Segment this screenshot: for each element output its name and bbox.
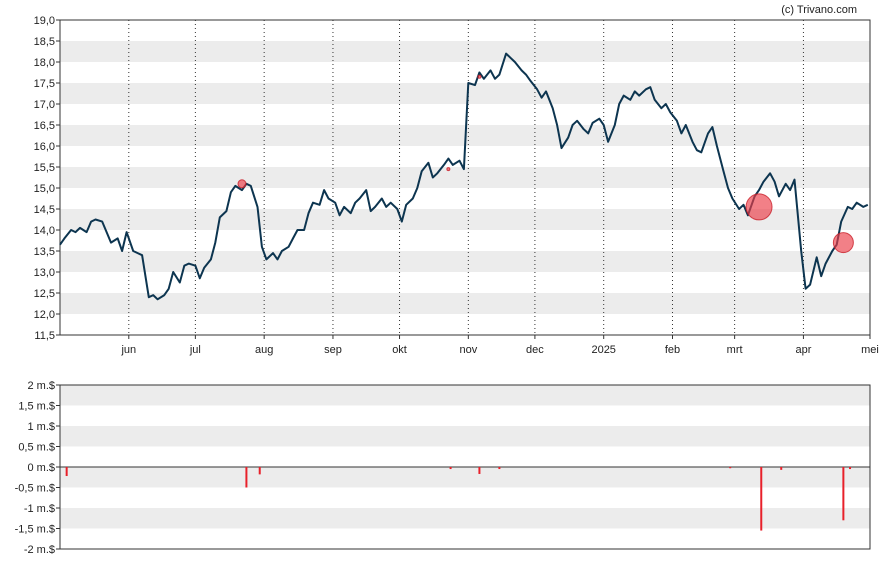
y-tick-label: 1,5 m.$ [18,401,55,413]
y-tick-label: 18,5 [34,36,55,48]
price-grid-bands [60,41,870,314]
flow-bars [65,467,852,531]
x-tick-label: feb [665,344,680,356]
y-tick-label: 16,5 [34,120,55,132]
y-tick-label: 11,5 [34,330,55,342]
y-tick-label: 12,5 [34,288,55,300]
y-tick-label: -1,5 m.$ [15,524,55,536]
x-tick-label: dec [526,344,544,356]
x-tick-label: jun [120,344,136,356]
y-tick-label: 0 m.$ [27,462,55,474]
x-tick-label: apr [795,344,811,356]
y-tick-label: 14,5 [34,204,55,216]
grid-band [60,41,870,62]
grid-band [60,508,870,529]
x-tick-label: aug [255,344,273,356]
credit-label: (c) Trivano.com [781,4,857,16]
y-tick-label: 15,0 [34,183,55,195]
x-tick-label: 2025 [591,344,615,356]
x-tick-label: mei [861,344,879,356]
x-tick-label: mrt [727,344,743,356]
plot-border [59,19,871,336]
month-x-axis: jun jul aug sep okt nov dec 2025 feb mrt apr mei [120,335,879,356]
event-marker [477,74,482,79]
grid-band [60,209,870,230]
price-series [59,52,869,301]
y-tick-label: 15,5 [34,162,55,174]
grid-band [60,83,870,104]
y-tick-label: 12,0 [34,309,55,321]
y-tick-label: 13,5 [34,246,55,258]
flow-y-axis: -2 m.$ -1,5 m.$ -1 m.$ -0,5 m.$ 0 m.$ 0,5 m.$… [15,380,60,556]
event-marker [832,232,854,254]
y-tick-label: -2 m.$ [24,544,55,556]
y-tick-label: 2 m.$ [27,380,55,392]
event-markers [237,74,854,254]
grid-band [60,426,870,447]
y-tick-label: 13,0 [34,267,55,279]
event-marker [446,167,451,172]
event-marker [745,193,773,221]
price-plot-frame [59,19,871,336]
y-tick-label: 18,0 [34,57,55,69]
grid-band [60,167,870,188]
price-line [59,52,869,301]
grid-band [60,251,870,272]
y-tick-label: 19,0 [34,15,55,27]
grid-band [60,385,870,406]
x-tick-label: jul [189,344,201,356]
x-tick-label: nov [459,344,477,356]
y-tick-label: 0,5 m.$ [18,442,55,454]
price-month-gridlines [128,20,804,335]
grid-band [60,293,870,314]
y-tick-label: 16,0 [34,141,55,153]
y-tick-label: -1 m.$ [24,503,55,515]
price-y-axis: 11,5 12,0 12,5 13,0 13,5 14,0 14,5 15,0 15,5 16,0… [34,15,60,342]
y-tick-label: 14,0 [34,225,55,237]
event-marker [237,179,247,189]
y-tick-label: 1 m.$ [27,421,55,433]
x-tick-label: okt [392,344,407,356]
y-tick-label: -0,5 m.$ [15,483,55,495]
flow-grid-bands [60,385,870,529]
y-tick-label: 17,5 [34,78,55,90]
y-tick-label: 17,0 [34,99,55,111]
grid-band [60,467,870,488]
x-tick-label: sep [324,344,342,356]
